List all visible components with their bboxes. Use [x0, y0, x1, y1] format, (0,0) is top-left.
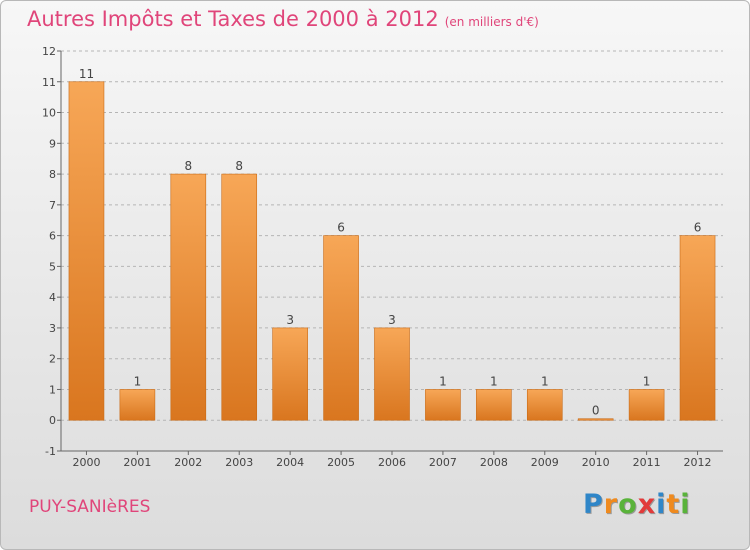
- logo-letter: i: [680, 489, 691, 520]
- x-tick-label: 2006: [378, 456, 406, 469]
- y-tick-label: 8: [49, 168, 56, 181]
- logo-letter: P: [583, 489, 604, 520]
- x-tick-label: 2004: [276, 456, 304, 469]
- y-tick-label: 7: [49, 199, 56, 212]
- logo-letter: o: [618, 489, 638, 520]
- bar: [323, 235, 359, 421]
- y-tick-label: 1: [49, 383, 56, 396]
- x-tick-label: 2010: [582, 456, 610, 469]
- labels: -101234567891011121120001200182002820033…: [42, 45, 712, 469]
- chart-title: Autres Impôts et Taxes de 2000 à 2012: [27, 7, 439, 31]
- bar-value-label: 1: [439, 374, 447, 388]
- bar: [272, 327, 308, 421]
- logo-letter: r: [603, 489, 619, 520]
- y-tick-label: 9: [49, 137, 56, 150]
- bar: [170, 173, 207, 421]
- bar-value-label: 11: [79, 67, 94, 81]
- y-tick-label: 12: [42, 45, 56, 58]
- bar-value-label: 3: [286, 313, 294, 327]
- x-tick-label: 2011: [633, 456, 661, 469]
- bar-value-label: 1: [541, 374, 549, 388]
- logo-letter: x: [637, 489, 657, 520]
- y-tick-label: -1: [45, 445, 56, 458]
- y-tick-label: 3: [49, 322, 56, 335]
- chart-subtitle: (en milliers d'€): [444, 15, 539, 29]
- bar: [476, 389, 512, 421]
- bar-value-label: 0: [592, 404, 600, 418]
- bar-value-label: 3: [388, 313, 396, 327]
- bar: [577, 418, 614, 421]
- x-tick-label: 2000: [72, 456, 100, 469]
- x-tick-label: 2009: [531, 456, 559, 469]
- y-tick-label: 10: [42, 107, 56, 120]
- bar-value-label: 6: [694, 221, 702, 235]
- bar-value-label: 8: [184, 159, 192, 173]
- bar-value-label: 6: [337, 221, 345, 235]
- x-tick-label: 2003: [225, 456, 253, 469]
- logo-letter: i: [656, 489, 667, 520]
- x-tick-label: 2008: [480, 456, 508, 469]
- bar: [119, 389, 156, 421]
- y-tick-label: 11: [42, 76, 56, 89]
- bar: [679, 235, 716, 421]
- bar: [374, 327, 410, 421]
- chart-title-block: Autres Impôts et Taxes de 2000 à 2012 (en…: [27, 7, 539, 31]
- bar-value-label: 8: [235, 159, 243, 173]
- logo-letter: t: [666, 489, 681, 520]
- bar: [628, 389, 665, 421]
- bar-value-label: 1: [134, 374, 142, 388]
- x-tick-label: 2007: [429, 456, 457, 469]
- y-tick-label: 4: [49, 291, 56, 304]
- x-tick-label: 2005: [327, 456, 355, 469]
- bar-value-label: 1: [490, 374, 498, 388]
- place-name: PUY-SANIèRES: [29, 497, 151, 517]
- bar: [221, 173, 258, 421]
- x-tick-label: 2012: [684, 456, 712, 469]
- axes: [57, 50, 723, 455]
- proxiti-logo[interactable]: Proxiti: [583, 489, 691, 520]
- y-tick-label: 5: [49, 260, 56, 273]
- y-tick-label: 6: [49, 230, 56, 243]
- x-tick-label: 2001: [123, 456, 151, 469]
- bar: [526, 389, 563, 421]
- x-tick-label: 2002: [174, 456, 202, 469]
- bars: [68, 81, 716, 421]
- bar-value-label: 1: [643, 374, 651, 388]
- bar: [425, 389, 461, 421]
- y-tick-label: 2: [49, 353, 56, 366]
- bar: [68, 81, 105, 421]
- y-tick-label: 0: [49, 414, 56, 427]
